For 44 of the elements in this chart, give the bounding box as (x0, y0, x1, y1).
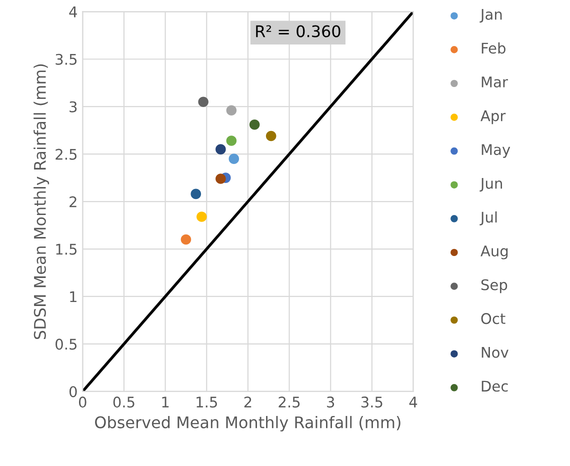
point (228, 154, 240, 164)
x-tick-label: 1.5 (196, 396, 217, 408)
x-tick-label: 3 (327, 396, 334, 408)
y-tick-label: 0.5 (56, 338, 77, 350)
x-tick-label: 4 (409, 396, 418, 408)
legend-label: May (482, 144, 510, 158)
point (198, 96, 208, 107)
point (180, 234, 192, 245)
y-tick-label: 3 (70, 101, 77, 112)
legend-label: Jan (480, 9, 502, 23)
x-tick-label: 1 (162, 396, 169, 408)
point (266, 130, 276, 142)
y-tick-label: 3.5 (56, 54, 77, 65)
point (249, 119, 260, 130)
y-axis-title: SDSM Mean Monthly Rainfall (mm) (34, 64, 50, 340)
x-tick-label: 0.5 (113, 396, 134, 408)
point (216, 174, 226, 184)
legend-label: Feb (482, 42, 506, 54)
legend-label: Oct (481, 313, 506, 324)
x-tick-label: 2.5 (278, 396, 300, 408)
legend-label: Aug (480, 246, 508, 260)
legend-label: Apr (480, 110, 506, 124)
y-tick-label: 2 (70, 196, 76, 208)
y-tick-label: 1 (70, 291, 76, 302)
legend-label: Nov (482, 347, 508, 358)
x-tick-label: 0 (78, 396, 86, 408)
x-tick-label: 2 (244, 396, 252, 408)
x-axis-title: Observed Mean Monthly Rainfall (mm) (95, 416, 400, 432)
x-tick-label: 3.5 (361, 396, 382, 408)
y-tick-label: 1.5 (56, 244, 77, 255)
annotation: R² = 0.360 (256, 25, 340, 38)
legend-label: Jul (480, 211, 497, 226)
y-tick-label: 2.5 (56, 148, 77, 160)
point (226, 105, 237, 116)
legend-label: Sep (481, 279, 508, 294)
point (196, 212, 207, 222)
legend-label: Dec (482, 380, 508, 392)
y-tick-label: 0 (69, 386, 77, 398)
y-tick-label: 4 (69, 6, 77, 18)
legend-label: Jun (480, 178, 502, 192)
legend-label: Mar (482, 76, 508, 88)
point (216, 144, 226, 154)
point (190, 188, 202, 200)
point (226, 136, 237, 146)
